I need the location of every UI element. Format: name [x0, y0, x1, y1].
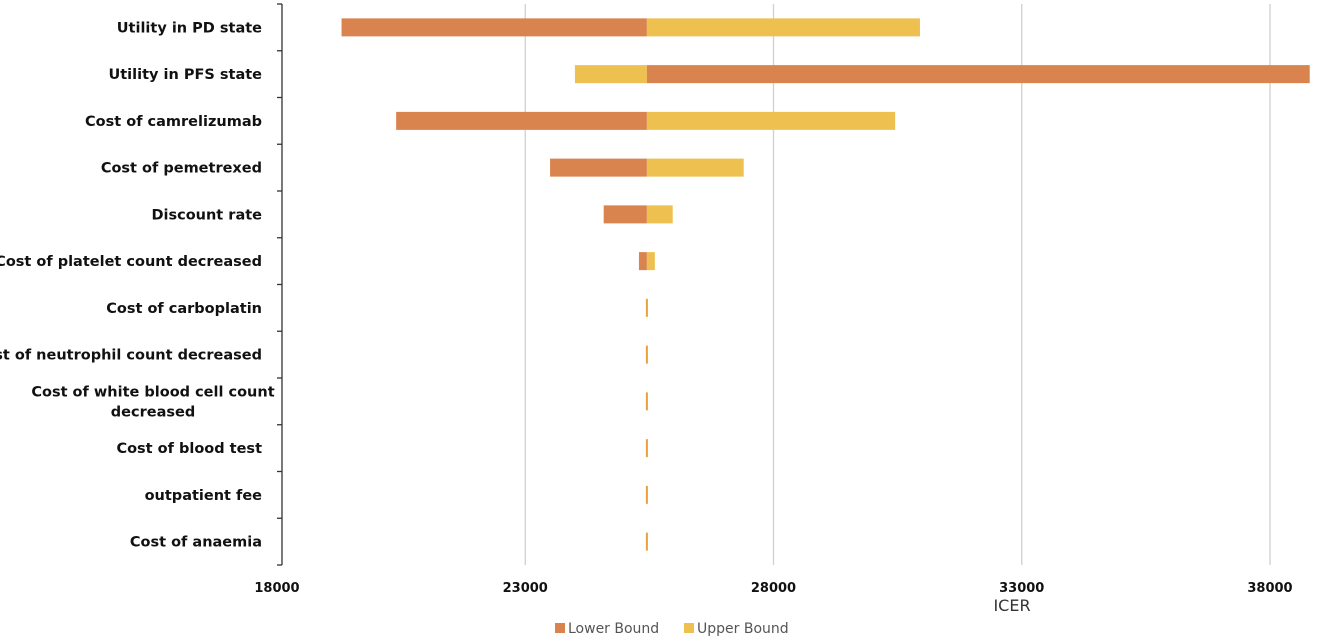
x-tick-label-28000: 28000	[751, 581, 796, 596]
bar-left-row-2	[396, 111, 647, 130]
bar-left-row-4	[603, 205, 647, 224]
category-label-row-3: Cost of pemetrexed	[101, 161, 262, 177]
category-axis	[277, 3, 283, 566]
category-label-row-1: Utility in PFS state	[108, 67, 262, 83]
x-tick-labels: 18000 23000 28000 33000 38000	[254, 581, 1292, 596]
bar-right-row-2	[646, 111, 896, 130]
category-label-row-2: Cost of camrelizumab	[85, 114, 262, 130]
bar-row-9	[645, 439, 648, 458]
bar-left-row-5	[638, 252, 647, 271]
bar-right-row-5	[646, 252, 655, 271]
category-label-row-7: Cost of neutrophil count decreased	[0, 348, 262, 364]
bar-right-row-3	[646, 158, 744, 177]
bar-right-row-0	[646, 18, 920, 37]
legend: Lower Bound Upper Bound	[555, 621, 789, 637]
category-label-row-6: Cost of carboplatin	[106, 301, 262, 317]
bar-row-11	[645, 532, 648, 551]
bar-row-6	[645, 298, 648, 317]
legend-label-upper-bound: Upper Bound	[697, 621, 789, 637]
x-axis-title: ICER	[993, 596, 1030, 615]
gridlines	[524, 4, 1271, 565]
x-tick-label-33000: 33000	[999, 581, 1044, 596]
category-label-row-0: Utility in PD state	[117, 20, 262, 36]
category-label-row-4: Discount rate	[151, 207, 262, 223]
category-label-row-8: decreased	[111, 404, 195, 420]
category-labels: Utility in PD state Utility in PFS state C…	[0, 20, 275, 550]
legend-swatch-upper-bound	[684, 623, 694, 633]
bar-left-row-1	[574, 65, 647, 84]
x-tick-label-23000: 23000	[503, 581, 548, 596]
bar-row-10	[645, 485, 648, 504]
x-tick-label-18000: 18000	[254, 581, 299, 596]
x-tick-label-38000: 38000	[1247, 581, 1292, 596]
bars	[341, 18, 1310, 551]
category-label-row-9: Cost of blood test	[116, 441, 262, 457]
bar-right-row-1	[646, 65, 1310, 84]
bar-right-row-4	[646, 205, 673, 224]
legend-swatch-lower-bound	[555, 623, 565, 633]
bar-left-row-0	[341, 18, 647, 37]
bar-row-8	[645, 392, 648, 411]
category-label-row-5: Cost of platelet count decreased	[0, 254, 262, 270]
bar-left-row-3	[550, 158, 647, 177]
legend-label-lower-bound: Lower Bound	[568, 621, 659, 637]
category-label-row-10: outpatient fee	[145, 488, 263, 504]
bar-row-7	[645, 345, 648, 364]
category-label-row-11: Cost of anaemia	[130, 535, 262, 551]
category-label-row-8: Cost of white blood cell count	[31, 384, 274, 400]
